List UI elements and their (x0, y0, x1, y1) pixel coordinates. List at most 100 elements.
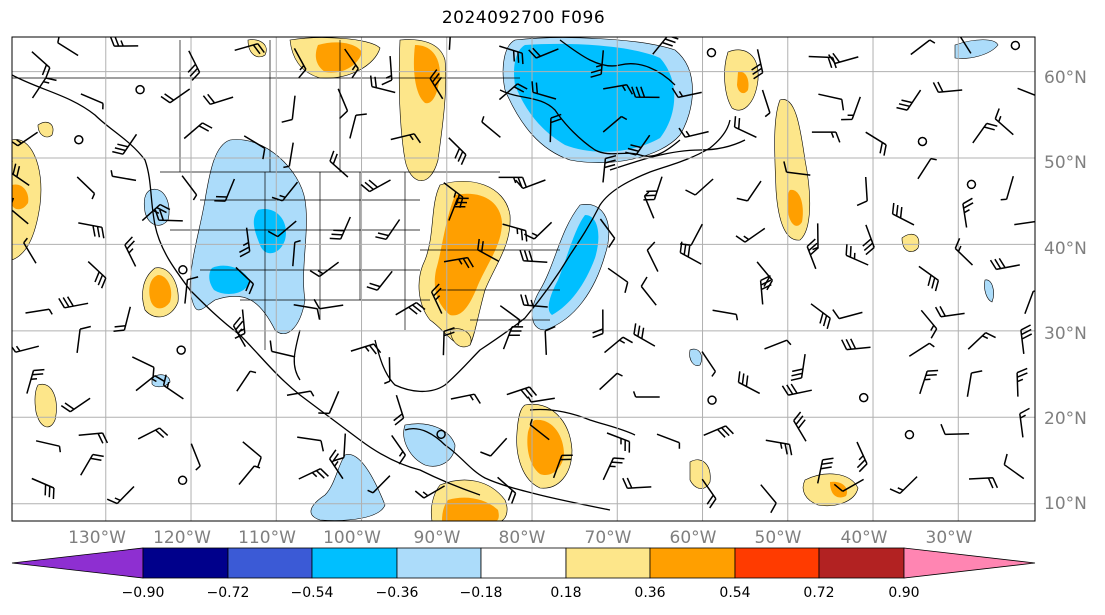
wind-barb (760, 484, 777, 514)
wind-barb (602, 115, 628, 133)
wind-barb (87, 261, 107, 289)
wind-barb (110, 170, 137, 182)
wind-barb (631, 86, 660, 99)
colorbar-bin (396, 547, 482, 579)
wind-barb (329, 216, 351, 240)
wind-barb (160, 88, 191, 104)
lon-label-40w: 40°W (840, 528, 888, 548)
wind-barb (349, 113, 367, 139)
calm-wind-marker (177, 475, 188, 486)
wind-barb (856, 176, 868, 207)
colorbar-tick-label: 0.54 (719, 585, 751, 601)
wind-barb (162, 374, 184, 400)
colorbar-bin (565, 547, 651, 579)
colorbar-bin (311, 547, 398, 579)
negative-small-3 (689, 348, 702, 366)
positive-core-atl3 (830, 481, 848, 498)
wind-barb (384, 357, 391, 385)
wind-barb (592, 309, 604, 339)
lon-label-120w: 120°W (153, 528, 211, 548)
wind-barb (375, 219, 401, 241)
wind-barb (181, 175, 198, 201)
wind-barb (367, 475, 391, 494)
wind-barb (78, 222, 105, 239)
colorbar-tick-label: −0.90 (121, 585, 165, 601)
wind-barb (450, 393, 481, 404)
positive-small-pac (34, 383, 57, 428)
wind-barb (31, 51, 51, 79)
colorbar-bin (480, 547, 567, 579)
wind-barb (625, 134, 651, 156)
wind-barb (333, 433, 347, 462)
calm-wind-marker (858, 392, 869, 403)
wind-barb (781, 383, 812, 396)
wind-barb (112, 133, 138, 155)
negative-core-eastcoast (548, 215, 599, 315)
lon-label-100w: 100°W (323, 528, 381, 548)
wind-barb (76, 325, 91, 353)
positive-region-gulf (449, 328, 472, 348)
wind-barb (735, 227, 766, 243)
wind-barb (480, 437, 508, 457)
wind-barb (448, 197, 469, 221)
wind-barb (527, 396, 555, 403)
wind-barb (60, 397, 91, 413)
wind-barb (910, 39, 936, 56)
positive-core-central (434, 193, 502, 316)
positive-core-westedge (12, 184, 29, 210)
wind-barb (58, 296, 89, 309)
wind-barb (141, 203, 171, 222)
wind-barb (515, 179, 546, 190)
wind-barb (604, 336, 633, 354)
colorbar-tick-label: −0.18 (459, 585, 503, 601)
wind-barb (646, 241, 659, 272)
wind-barb (968, 477, 999, 489)
colorbar-tick-label: 0.18 (550, 585, 582, 601)
positive-small-pac2 (37, 121, 54, 138)
wind-barb (1003, 453, 1025, 480)
wind-barb (113, 306, 132, 333)
positive-region-atl5 (901, 233, 920, 252)
wind-barb (80, 93, 104, 110)
wind-barb (35, 440, 62, 453)
wind-barb (12, 197, 29, 225)
lon-label-80w: 80°W (498, 528, 546, 548)
wind-barb (865, 131, 887, 156)
wind-barb (1000, 175, 1015, 201)
wind-barb (12, 131, 39, 147)
wind-barb (12, 161, 30, 187)
wind-barb (369, 75, 396, 94)
wind-barb (832, 309, 863, 320)
wind-barb (908, 342, 935, 357)
wind-barb (889, 476, 918, 495)
colorbar-bin (227, 547, 313, 579)
wind-barb (497, 476, 517, 504)
wind-barb (106, 485, 135, 505)
negative-region-yucatan (403, 423, 456, 467)
wind-barb (243, 135, 266, 160)
wind-barb (812, 223, 819, 251)
wind-barb (1020, 324, 1033, 354)
wind-barb (31, 477, 55, 500)
wind-barb (1016, 367, 1028, 397)
wind-barb (806, 238, 820, 270)
wind-barb (552, 454, 573, 479)
wind-barb (448, 137, 467, 166)
wind-barb (549, 113, 562, 143)
wind-barb (671, 87, 702, 99)
wind-barb (271, 181, 299, 202)
wind-barb (183, 122, 213, 140)
wind-barb (234, 42, 265, 55)
wind-barb (283, 142, 294, 169)
calm-wind-marker (707, 395, 717, 405)
wind-barb (703, 425, 734, 438)
lon-label-90w: 90°W (413, 528, 461, 548)
colorbar-extend-low (11, 547, 144, 579)
wind-barb (154, 209, 183, 222)
wind-barb (292, 239, 301, 267)
wind-barb (135, 375, 165, 392)
wind-barb (477, 238, 500, 263)
wind-barb (293, 48, 307, 79)
wind-barb (793, 411, 807, 442)
